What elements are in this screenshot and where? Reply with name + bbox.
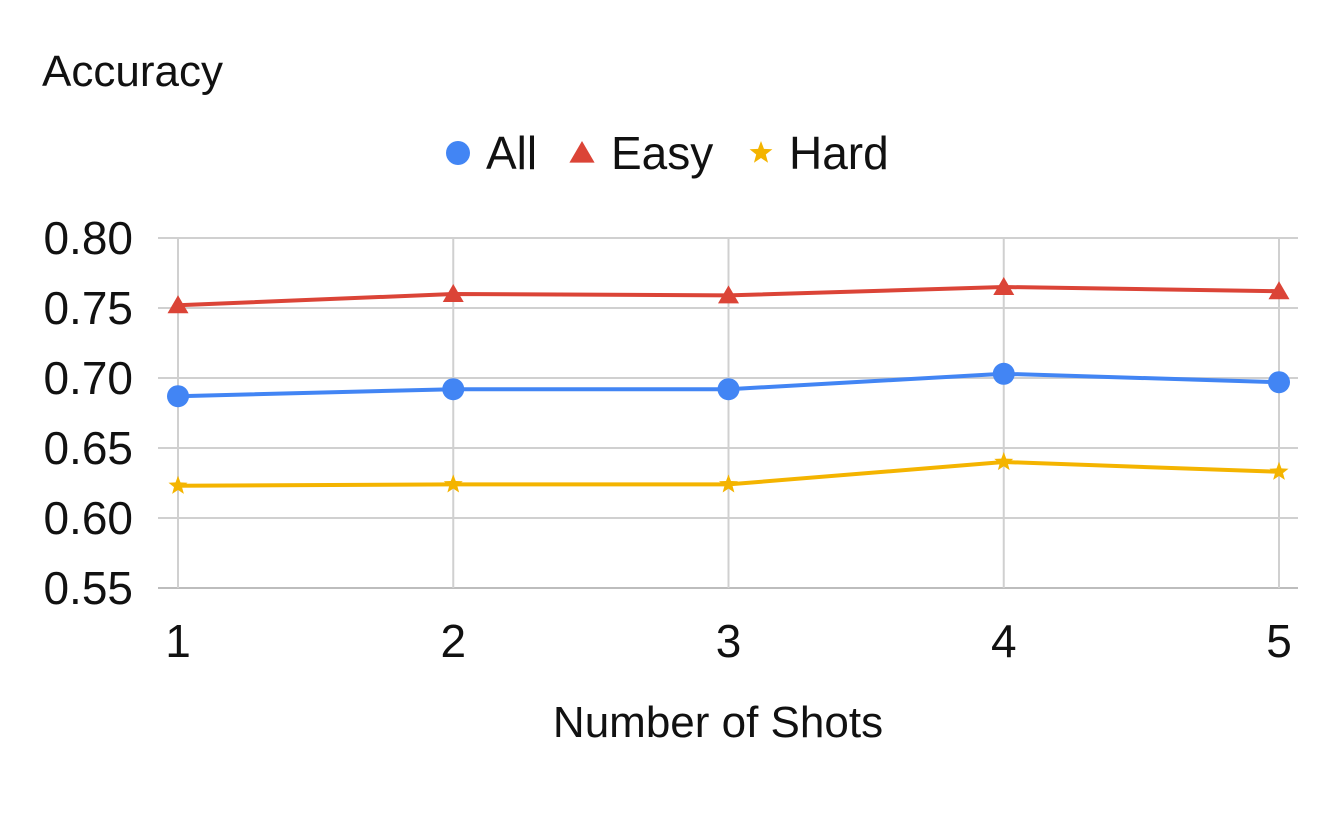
- legend-item-easy: Easy: [569, 127, 713, 179]
- y-tick-label: 0.65: [43, 422, 133, 474]
- y-tick-label: 0.75: [43, 282, 133, 334]
- data-point-all: [992, 362, 1015, 385]
- data-point-hard: [443, 474, 463, 493]
- data-point-easy: [442, 284, 464, 302]
- legend-item-hard: Hard: [749, 127, 889, 179]
- series-hard: [168, 452, 1289, 494]
- data-point-easy: [167, 295, 189, 314]
- legend-label-easy: Easy: [611, 127, 713, 179]
- legend-item-all: All: [446, 127, 537, 179]
- legend: All Easy Hard: [446, 127, 889, 179]
- data-point-all: [442, 378, 465, 401]
- data-point-all: [1268, 371, 1290, 394]
- data-point-all: [167, 385, 189, 408]
- y-tick-label: 0.55: [43, 562, 133, 614]
- data-point-hard: [994, 452, 1014, 471]
- y-axis-title: Accuracy: [42, 47, 223, 96]
- data-point-hard: [168, 475, 188, 494]
- data-point-easy: [1268, 281, 1290, 300]
- x-tick-label: 1: [165, 615, 191, 667]
- y-tick-label: 0.70: [43, 352, 133, 404]
- data-point-easy: [718, 285, 739, 304]
- legend-label-hard: Hard: [789, 127, 889, 179]
- data-point-easy: [993, 277, 1015, 295]
- x-tick-label: 2: [440, 615, 466, 667]
- x-axis-title: Number of Shots: [553, 698, 883, 747]
- x-tick-label: 4: [991, 615, 1017, 667]
- data-point-all: [717, 378, 740, 401]
- series-layer: [167, 277, 1290, 494]
- data-point-hard: [718, 474, 739, 493]
- y-tick-label: 0.80: [43, 212, 133, 264]
- legend-star-icon: [749, 141, 773, 163]
- legend-triangle-icon: [569, 141, 595, 163]
- x-tick-label: 3: [716, 615, 742, 667]
- y-tick-label: 0.60: [43, 492, 133, 544]
- legend-circle-icon: [446, 141, 470, 165]
- x-tick-label: 5: [1266, 615, 1292, 667]
- series-easy: [167, 277, 1290, 314]
- tick-labels: 0.55 0.60 0.65 0.70 0.75 0.80 1 2 3 4 5: [43, 212, 1291, 667]
- series-all: [167, 362, 1290, 408]
- data-point-hard: [1269, 461, 1289, 480]
- legend-label-all: All: [486, 127, 537, 179]
